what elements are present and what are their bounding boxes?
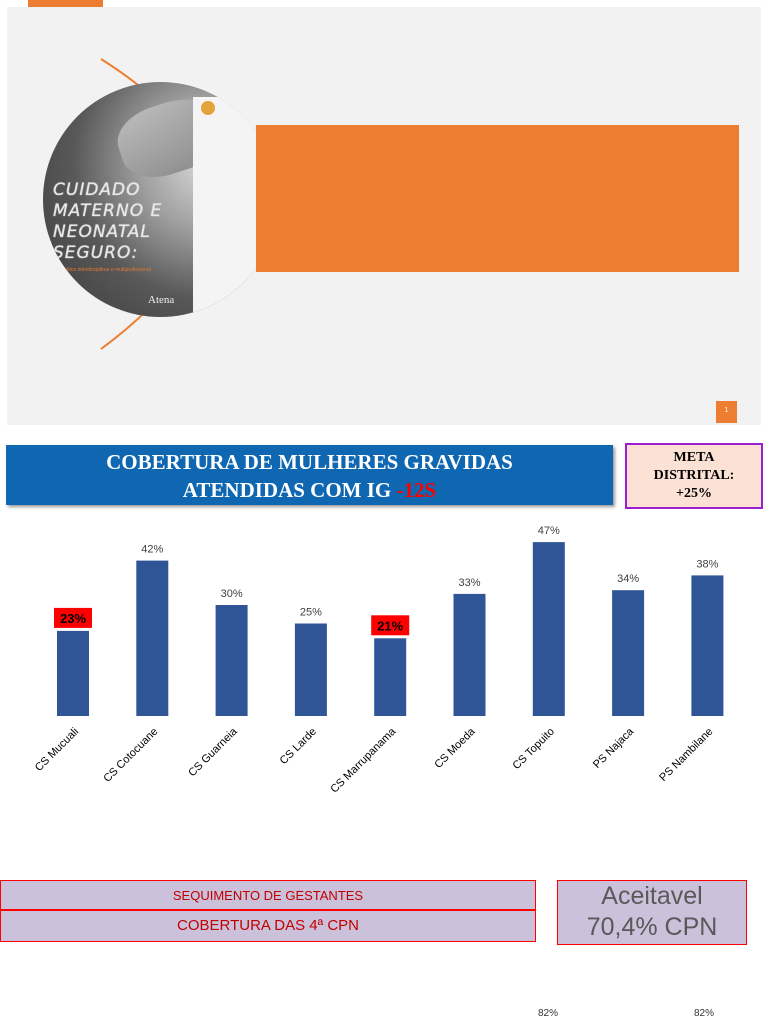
bar-cs-moeda	[453, 593, 486, 716]
publisher-logo: Atena	[148, 294, 175, 306]
chart-title: COBERTURA DE MULHERES GRAVIDAS ATENDIDAS…	[6, 445, 613, 505]
bar-ps-najaca	[612, 590, 645, 716]
cobertura-cpn-row: COBERTURA DAS 4ª CPN	[0, 910, 536, 942]
category-label-cs-cotocuane: CS Cotocuane	[101, 726, 160, 785]
book-cover-image: CUIDADO MATERNO E NEONATAL SEGURO: a prá…	[43, 82, 278, 317]
book-subtitle: a prática interdisciplinar e multiprofis…	[57, 267, 151, 273]
bar-cs-larde	[294, 623, 327, 716]
bar-cs-cotocuane	[136, 560, 169, 716]
category-label-cs-moeda: CS Moeda	[432, 725, 478, 771]
chart-title-line1: COBERTURA DE MULHERES GRAVIDAS	[106, 450, 513, 474]
orange-tab	[28, 0, 103, 7]
sequimento-row: SEQUIMENTO DE GESTANTES	[0, 880, 536, 910]
category-label-ps-nambilane: PS Nambilane	[657, 726, 715, 784]
data-label-ps-najaca: 34%	[617, 573, 639, 585]
book-title: CUIDADO MATERNO E NEONATAL SEGURO:	[53, 180, 163, 263]
data-label-cs-guarneia: 30%	[221, 588, 243, 600]
meta-distrital-label: DISTRITAL:	[653, 468, 735, 483]
cover-slide: CUIDADO MATERNO E NEONATAL SEGURO: a prá…	[7, 7, 761, 425]
meta-distrital-box: META DISTRITAL: +25%	[625, 443, 763, 509]
highlight-box-cs-mucuali	[54, 607, 92, 628]
coverage-bar-chart: 23% CS Mucuali 42% CS Cotocuane 30% CS Guarne…	[33, 525, 724, 796]
highlight-box-cs-marrupanama	[371, 615, 410, 636]
bar-cs-guarneia	[215, 605, 248, 716]
data-label-cs-larde: 25%	[300, 607, 322, 619]
bar-cs-marrupanama	[374, 638, 407, 716]
category-label-cs-marrupanama: CS Marrupanama	[328, 725, 398, 795]
category-label-cs-topuito: CS Topuito	[511, 726, 557, 772]
chart-title-highlight: -12S	[396, 478, 437, 502]
acceptable-box: Aceitavel 70,4% CPN	[557, 880, 747, 945]
acceptable-value: 70,4% CPN	[586, 913, 718, 941]
data-label-cs-topuito: 47%	[538, 525, 560, 537]
category-label-cs-larde: CS Larde	[278, 726, 319, 767]
slide-number: 1	[716, 401, 737, 423]
title-placeholder-block	[256, 125, 739, 272]
partial-percentage-2: 82%	[694, 1008, 715, 1019]
partial-percentage-1: 82%	[538, 1008, 559, 1019]
acceptable-label: Aceitavel	[601, 882, 703, 910]
category-label-cs-mucuali: CS Mucuali	[33, 726, 81, 774]
bar-cs-mucuali	[57, 630, 89, 716]
data-label-ps-nambilane: 38%	[696, 558, 718, 570]
category-label-cs-guarneia: CS Guarneia	[186, 725, 240, 779]
emblem-icon	[201, 101, 215, 115]
bar-cs-topuito	[532, 542, 565, 716]
meta-value: +25%	[676, 486, 712, 501]
data-label-cs-marrupanama: 21%	[377, 618, 403, 633]
meta-label: META	[673, 450, 715, 465]
chart-title-prefix: ATENDIDAS COM IG	[182, 478, 397, 502]
chart-title-line2: ATENDIDAS COM IG -12S	[6, 476, 613, 504]
data-label-cs-moeda: 33%	[458, 577, 480, 589]
bar-ps-nambilane	[691, 575, 724, 716]
category-label-ps-najaca: PS Najaca	[591, 725, 637, 771]
data-label-cs-cotocuane: 42%	[141, 544, 163, 556]
data-label-cs-mucuali: 23%	[60, 611, 86, 626]
